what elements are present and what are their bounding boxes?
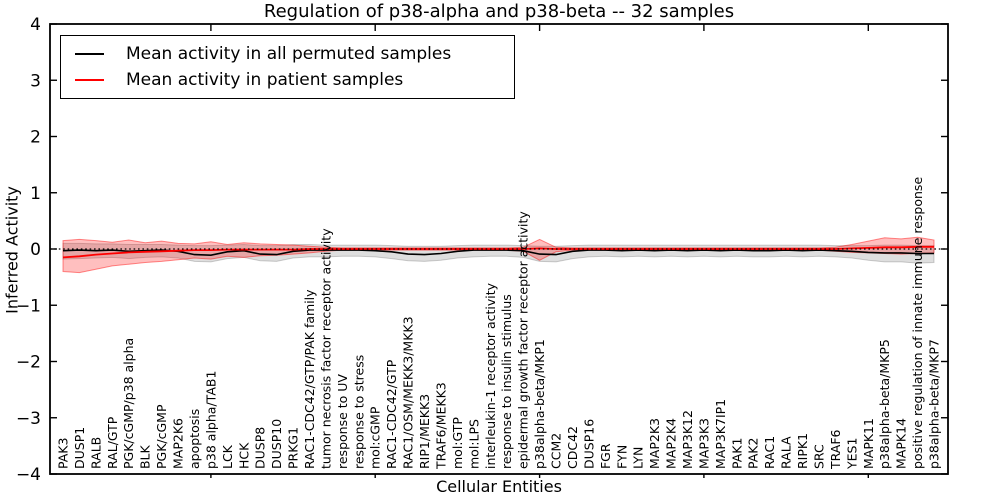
x-category-label: mol:cGMP	[368, 406, 383, 469]
x-category-label: MAPK14	[894, 418, 909, 469]
x-category-label: MAP2K3	[647, 418, 662, 469]
x-category-label: apoptosis	[187, 409, 202, 469]
x-category-label: response to insulin stimulus	[499, 294, 514, 469]
x-category-label: DUSP8	[253, 427, 268, 469]
legend-label-permuted: Mean activity in all permuted samples	[126, 44, 452, 64]
x-category-label: LYN	[631, 447, 646, 469]
x-category-label: p38alpha-beta/MKP1	[532, 339, 547, 469]
y-tick-label: 3	[30, 71, 41, 91]
x-category-label: RIPK1	[795, 433, 810, 469]
x-category-label: PGK/cGMP/p38 alpha	[121, 338, 136, 469]
x-category-label: response to stress	[351, 355, 366, 469]
x-category-label: interleukin-1 receptor activity	[483, 282, 498, 469]
x-category-label: MAP2K4	[664, 418, 679, 469]
x-category-label: SRC	[811, 444, 826, 469]
x-category-label: MAP3K12	[680, 410, 695, 469]
x-category-label: MAP3K3	[696, 418, 711, 469]
x-category-label: CDC42	[565, 426, 580, 469]
x-category-label: epidermal growth factor receptor activit…	[516, 211, 531, 469]
x-category-label: RAC1-CDC42/GTP/PAK family	[302, 289, 317, 469]
x-category-label: DUSP1	[72, 427, 87, 469]
y-axis-title: Inferred Activity	[2, 186, 22, 314]
legend: Mean activity in all permuted samples Me…	[60, 35, 515, 99]
x-category-label: mol:GTP	[450, 417, 465, 469]
x-category-label: MAP3K7IP1	[713, 399, 728, 469]
y-tick-label: −1	[16, 296, 41, 316]
x-category-label: DUSP10	[269, 419, 284, 469]
x-category-label: FGR	[598, 443, 613, 469]
x-category-label: PAK2	[746, 438, 761, 469]
x-category-label: FYN	[614, 445, 629, 469]
x-category-label: response to UV	[335, 374, 350, 469]
x-axis-title: Cellular Entities	[436, 477, 562, 496]
x-category-label: PRKG1	[286, 427, 301, 469]
y-tick-label: −3	[16, 409, 41, 429]
y-tick-label: 1	[30, 184, 41, 204]
x-category-label: p38 alpha/TAB1	[203, 371, 218, 469]
x-category-label: MAP2K6	[171, 418, 186, 469]
y-tick-label: 4	[30, 15, 41, 35]
x-category-label: PAK3	[56, 438, 71, 469]
x-category-label: LCK	[220, 444, 235, 469]
x-category-label: RIP1/MEKK3	[417, 394, 432, 469]
x-category-label: MAPK11	[861, 418, 876, 469]
x-category-label: RALA	[779, 436, 794, 469]
x-category-label: PGK/cGMP	[154, 404, 169, 469]
x-category-label: DUSP16	[581, 419, 596, 469]
y-tick-label: −4	[16, 465, 41, 485]
legend-line-swatch-black	[75, 53, 104, 55]
x-category-label: HCK	[236, 442, 251, 469]
legend-item-permuted: Mean activity in all permuted samples	[75, 44, 510, 64]
x-category-label: RAC1	[762, 436, 777, 469]
x-category-label: PAK1	[729, 438, 744, 469]
y-tick-label: 0	[30, 240, 41, 260]
x-category-label: CCM2	[549, 433, 564, 469]
legend-label-patient: Mean activity in patient samples	[126, 70, 404, 90]
patient-mean-line	[62, 245, 934, 259]
legend-line-swatch-red	[75, 79, 104, 81]
x-category-label: RAC1-CDC42/GTP	[384, 359, 399, 469]
permuted-mean-line	[62, 249, 934, 257]
y-tick-label: −2	[16, 353, 41, 373]
x-category-label: YES1	[844, 438, 859, 470]
x-category-label: RAL/GTP	[105, 416, 120, 469]
x-category-label: RALB	[88, 437, 103, 469]
x-category-label: tumor necrosis factor receptor activity	[318, 228, 333, 469]
x-category-label: RAC1/OSM/MEKK3/MKK3	[401, 316, 416, 469]
x-category-label: mol:LPS	[466, 419, 481, 469]
legend-item-patient: Mean activity in patient samples	[75, 70, 510, 90]
x-category-label: p38alpha-beta/MKP7	[927, 339, 942, 469]
x-category-label: positive regulation of innate immune res…	[910, 177, 925, 469]
y-tick-label: 2	[30, 128, 41, 148]
x-category-label: BLK	[138, 444, 153, 469]
x-category-label: TRAF6/MEKK3	[433, 382, 448, 470]
chart-title: Regulation of p38-alpha and p38-beta -- …	[263, 1, 735, 22]
x-category-label: p38alpha-beta/MKP5	[877, 339, 892, 469]
x-category-label: TRAF6	[828, 429, 843, 470]
